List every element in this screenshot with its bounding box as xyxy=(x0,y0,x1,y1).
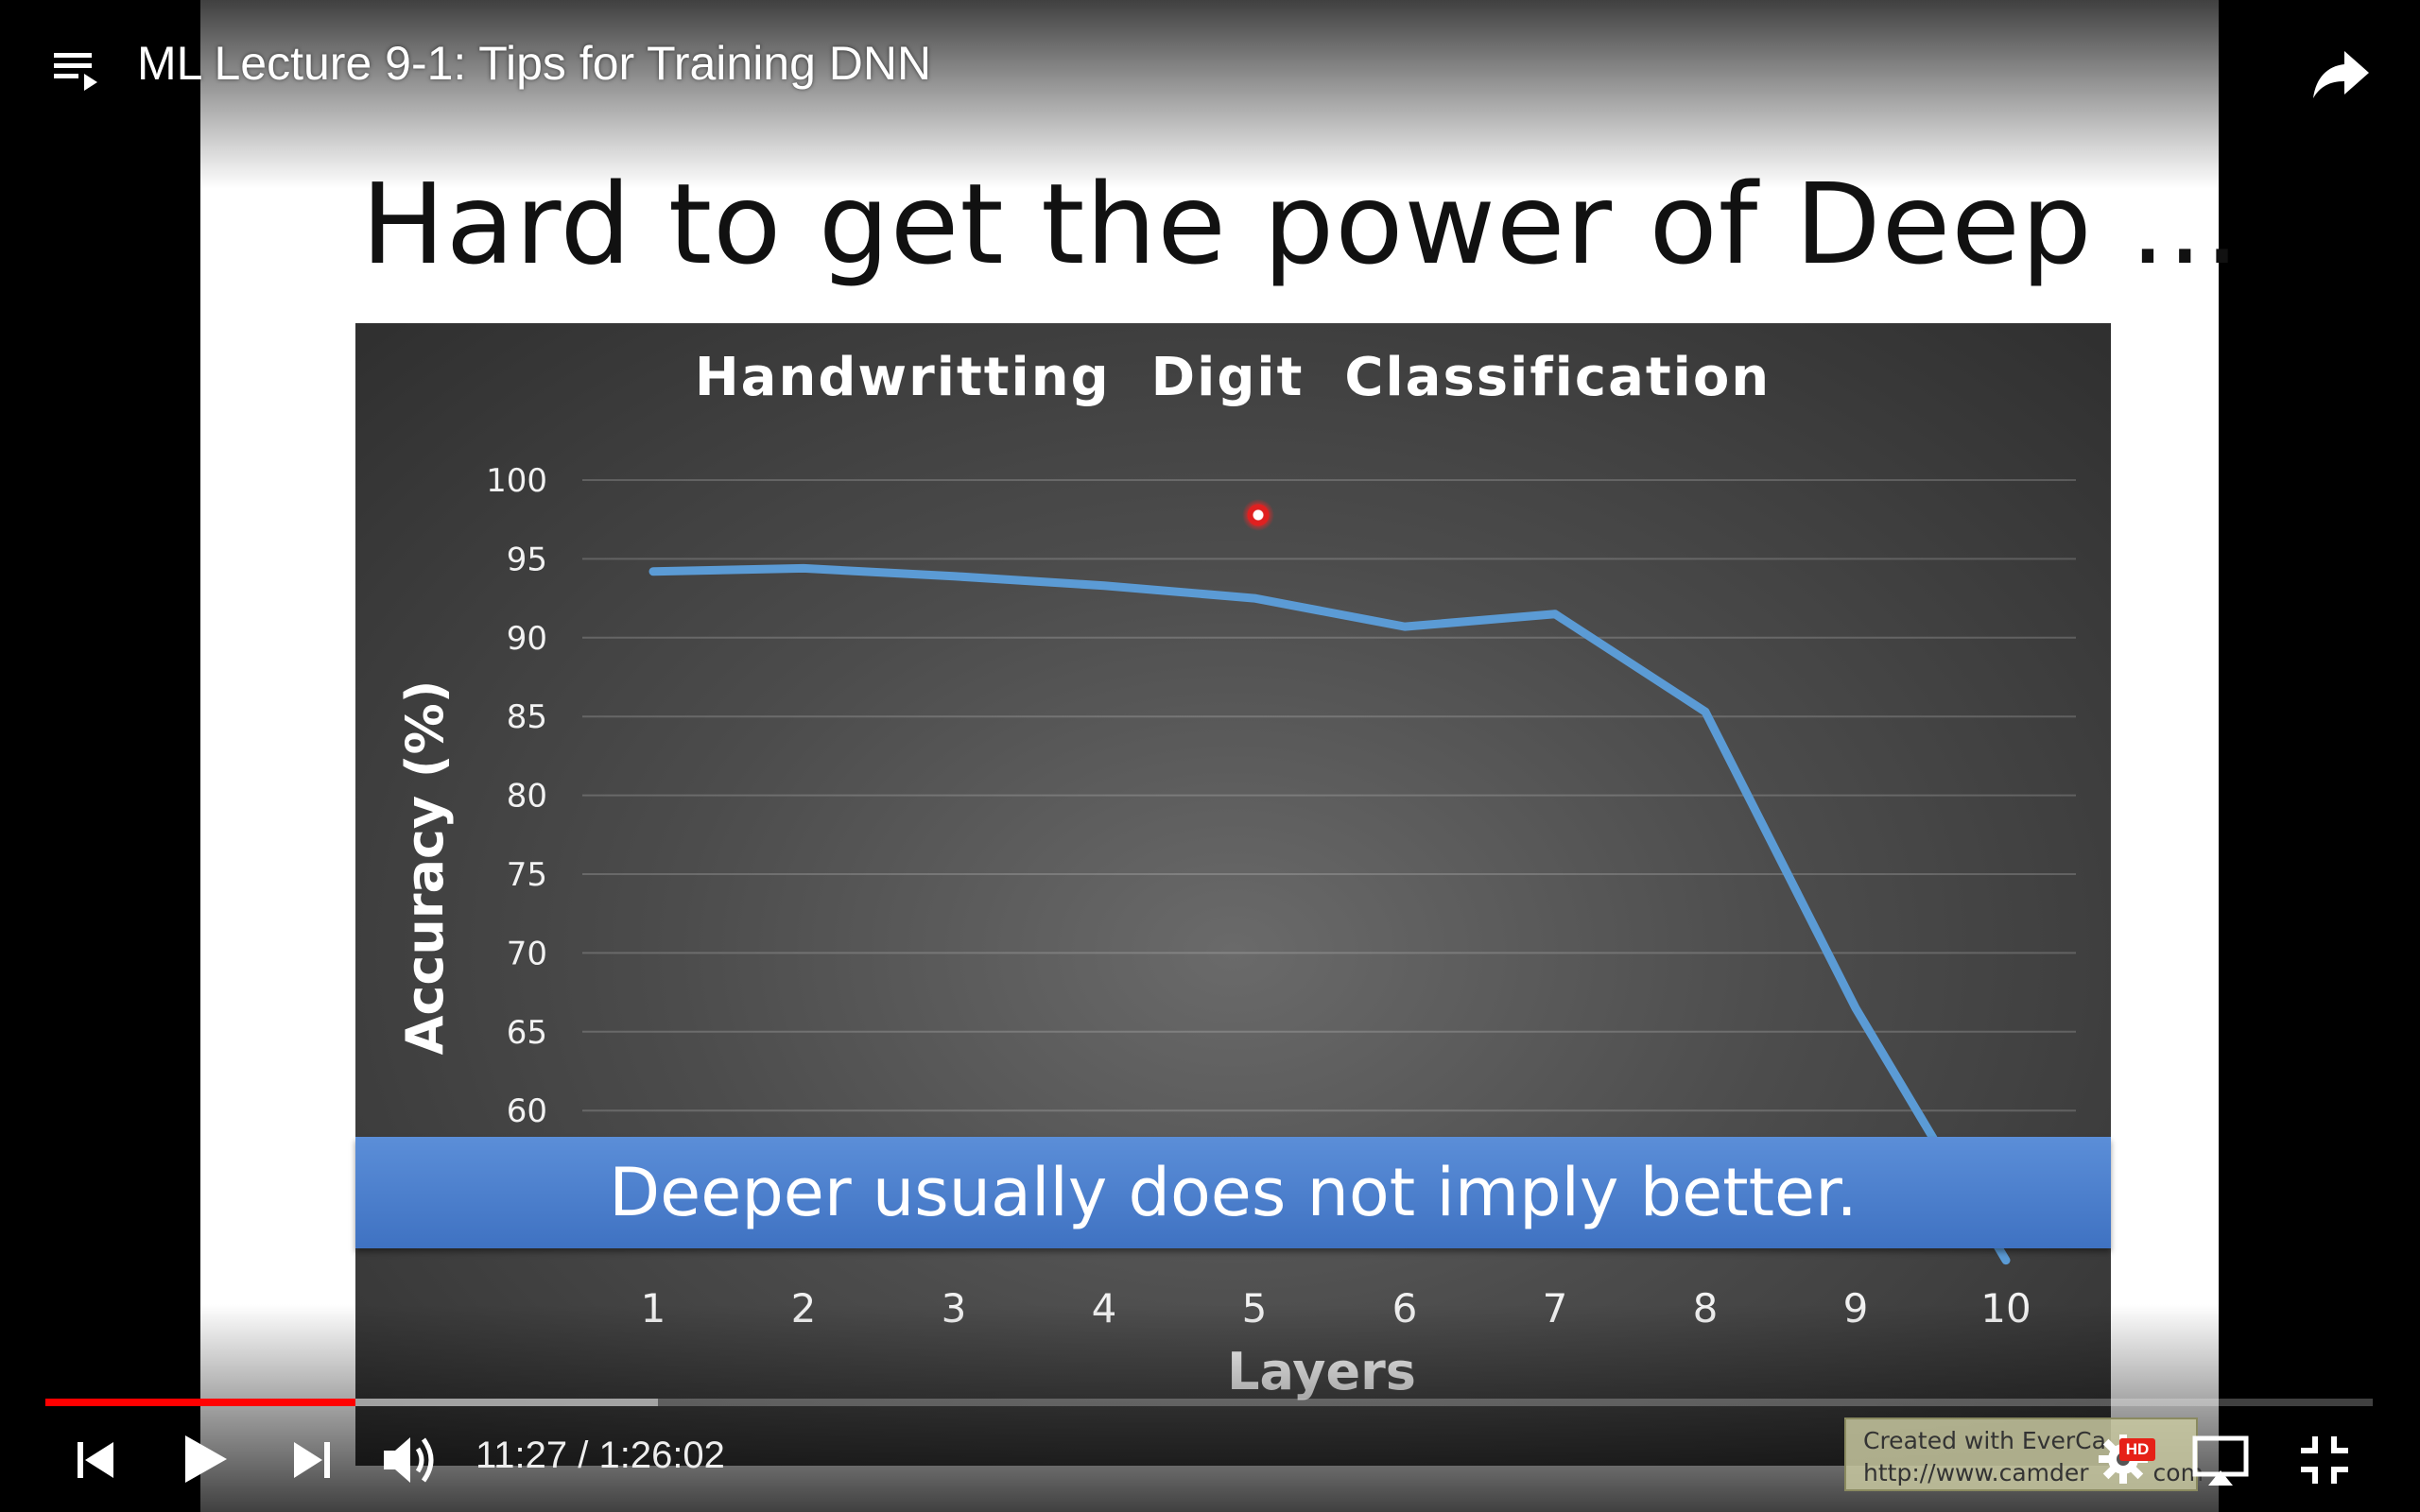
time-display: 11:27 / 1:26:02 xyxy=(475,1435,725,1476)
progress-played xyxy=(45,1399,355,1406)
hd-badge: HD xyxy=(2119,1438,2155,1461)
data-point xyxy=(2004,1258,2008,1263)
y-tick-label: 70 xyxy=(507,935,547,972)
playlist-icon[interactable] xyxy=(52,47,101,96)
y-tick-label: 80 xyxy=(507,778,547,816)
series-line xyxy=(648,563,2011,1265)
title-bar: ML Lecture 9-1: Tips for Training DNN xyxy=(0,0,2420,132)
y-tick-label: 95 xyxy=(507,541,547,578)
watermark: Created with EverCa http://www.camder com xyxy=(1844,1418,2204,1491)
banner-text: Deeper usually does not imply better. xyxy=(609,1154,1858,1231)
miniplayer-icon[interactable] xyxy=(2191,1433,2250,1487)
watermark-line-1: Created with EverCa xyxy=(1863,1427,2106,1454)
data-point xyxy=(952,574,956,578)
y-tick-label: 90 xyxy=(507,620,547,658)
y-tick-label: 75 xyxy=(507,856,547,894)
data-point xyxy=(802,566,805,571)
chart: Handwritting Digit Classification 60 65 70 7… xyxy=(355,323,2111,1466)
data-point xyxy=(1553,611,1557,616)
y-tick-label: 60 xyxy=(507,1092,547,1130)
y-tick-label: 85 xyxy=(507,698,547,736)
y-axis-label: Accuracy (%) xyxy=(395,680,455,1056)
previous-icon[interactable] xyxy=(74,1438,117,1482)
play-icon[interactable] xyxy=(182,1432,231,1486)
chart-title: Handwritting Digit Classification xyxy=(695,347,1771,408)
watermark-line-2-start: http://www.camder xyxy=(1863,1459,2089,1486)
volume-icon[interactable] xyxy=(380,1432,441,1488)
next-icon[interactable] xyxy=(290,1438,334,1482)
data-point xyxy=(1253,596,1256,601)
laser-pointer xyxy=(1242,499,1274,531)
exit-fullscreen-icon[interactable] xyxy=(2299,1435,2350,1486)
data-point xyxy=(1703,710,1707,714)
chart-svg: Handwritting Digit Classification 60 65 70 7… xyxy=(395,347,2076,1401)
data-point xyxy=(1403,625,1407,629)
data-point xyxy=(651,569,655,574)
y-tick-label: 65 xyxy=(507,1014,547,1052)
y-tick-label: 100 xyxy=(486,462,547,500)
watermark-line-2: http://www.camder com xyxy=(1863,1459,2204,1486)
video-title[interactable]: ML Lecture 9-1: Tips for Training DNN xyxy=(137,37,932,90)
share-icon[interactable] xyxy=(2310,42,2373,104)
top-gradient xyxy=(0,0,2420,189)
data-point xyxy=(1102,583,1106,588)
subtitle-banner: Deeper usually does not imply better. xyxy=(355,1137,2111,1248)
progress-bar[interactable] xyxy=(45,1399,2373,1406)
data-point xyxy=(1854,1005,1858,1010)
